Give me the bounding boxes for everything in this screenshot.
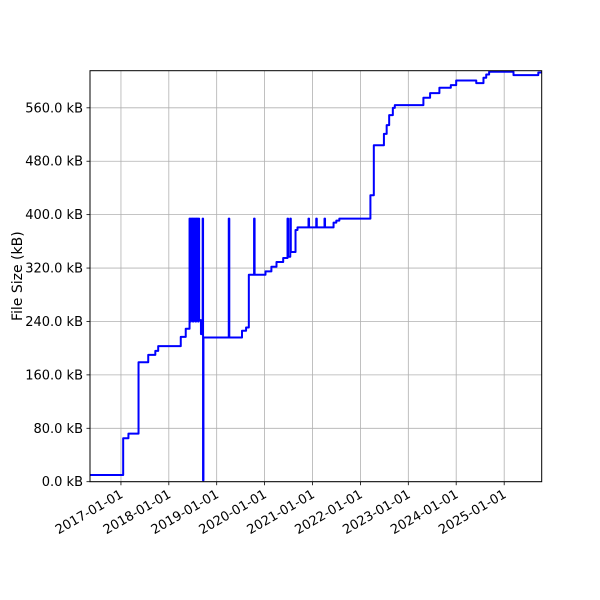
y-tick-label: 240.0 kB — [25, 315, 83, 330]
y-tick-label: 80.0 kB — [33, 422, 83, 437]
y-tick-label: 320.0 kB — [25, 262, 83, 277]
data-series — [90, 70, 542, 482]
grid-lines — [90, 70, 542, 483]
y-tick-label: 480.0 kB — [25, 155, 83, 170]
y-tick-label: 160.0 kB — [25, 368, 83, 383]
y-tick-label: 400.0 kB — [25, 208, 83, 223]
axis-ticks: 2017-01-012018-01-012019-01-012020-01-01… — [25, 101, 509, 538]
file-size-line — [90, 70, 542, 482]
plot-border — [89, 70, 543, 483]
axis-labels: File Size (kB) — [10, 231, 26, 321]
y-tick-label: 560.0 kB — [25, 101, 83, 116]
y-axis-label: File Size (kB) — [10, 231, 26, 321]
y-tick-label: 0.0 kB — [42, 475, 83, 490]
